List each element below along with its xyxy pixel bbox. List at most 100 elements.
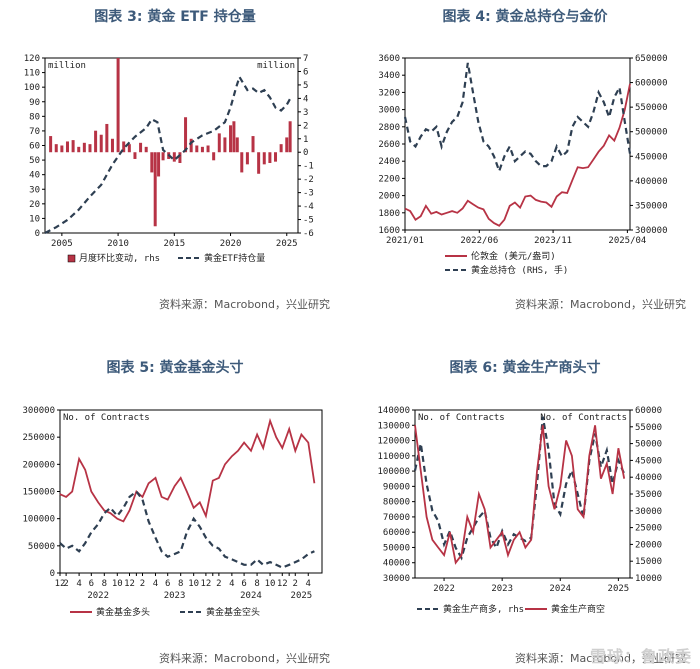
legend-label: 月度环比变动, rhs [79,252,160,264]
bar [288,121,292,153]
y-right-tick-label: 450000 [635,152,668,162]
y-left-tick-label: 120000 [377,437,410,447]
bar [77,146,81,153]
y-left-tick-label: 2400 [378,157,400,167]
y-left-tick-label: 200000 [22,460,55,470]
bar [105,123,109,153]
y-right-tick-label: 60000 [635,406,662,416]
y-left-tick-label: 110000 [377,452,410,462]
x-tick-label: 2 [63,579,68,589]
y-left-tick-label: 70000 [383,513,410,523]
y-left-tick-label: 1600 [378,226,400,236]
x-tick-label: 8 [178,579,183,589]
y-left-tick-label: 80 [29,112,40,122]
legend-label: 黄金总持仓 (RHS, 手) [471,264,568,276]
y-right-tick-label: 50000 [635,440,662,450]
chart4-title: 图表 4: 黄金总持仓与金价 [442,9,608,25]
y-left-tick-label: 30 [29,185,40,195]
y-right-tick-label: 25000 [635,524,662,534]
y-left-tick-label: 2800 [378,123,400,133]
y-right-tick-label: 30000 [635,507,662,517]
y-right-tick-label: 6 [303,67,308,77]
y-left-tick-label: 100000 [377,467,410,477]
x-tick-label: 2022/06 [460,236,498,246]
x-tick-label: 2 [293,579,298,589]
y-right-tick-label: 7 [303,54,308,64]
y-left-tick-label: 3400 [378,71,400,81]
bar [235,137,239,153]
x-tick-label: 4 [229,579,234,589]
bar [153,152,157,227]
bar [139,142,143,153]
y-left-tick-label: 70 [29,127,40,137]
x-tick-label: 8 [254,579,259,589]
bar [189,138,193,153]
chart5-title: 图表 5: 黄金基金头寸 [106,360,244,376]
y-left-tick-label: 50000 [383,543,410,553]
bar [251,136,255,153]
legend-label: 伦敦金 (美元/盎司) [471,250,556,262]
x-tick-label: 2 [216,579,221,589]
bar [172,152,176,162]
chart6-source: 资料来源：Macrobond，兴业研究 [515,652,686,665]
chart4: 1600 1800 2000 2200 2400 2600 2800 3000 3200 3400… [378,54,668,276]
x-tick-label: 2024 [549,584,571,594]
x-tick-label: 10 [265,579,276,589]
y-left-tick-label: 110 [24,69,40,79]
y-right-tick-label: 600000 [635,79,668,89]
bar [116,58,120,153]
chart6-title: 图表 6: 黄金生产商头寸 [449,360,601,376]
bar [60,145,64,153]
y-right-tick-label: 10000 [635,574,662,584]
series-line-2 [403,62,632,175]
y-right-tick-label: 20000 [635,540,662,550]
x-tick-label: 2 [140,579,145,589]
y-left-tick-label: 60 [29,142,40,152]
x-tick-label: 4 [153,579,158,589]
bar [178,152,182,163]
x-tick-label: 12 [55,579,66,589]
y-left-tick-label: 1800 [378,209,400,219]
chart3-title: 图表 3: 黄金 ETF 持仓量 [94,9,256,25]
y-left-tick-label: 3200 [378,88,400,98]
series-line-2 [414,425,626,565]
y-left-tick-label: 250000 [22,433,55,443]
x-tick-label: 6 [89,579,94,589]
legend-swatch [67,254,76,263]
bar [285,137,289,153]
y-left-tick-label: 0 [50,569,55,579]
plot-frame [59,409,323,574]
x-year-label: 2025 [291,591,313,601]
legend-label: 黄金基金多头 [96,606,150,618]
series-line-1 [404,83,631,227]
y-left-tick-label: 100 [24,83,40,93]
bar [49,136,53,153]
x-tick-label: 2025/04 [608,236,646,246]
y-right-tick-label: 300000 [635,226,668,236]
x-tick-label: 2023/11 [534,236,572,246]
y-right-tick-label: 0 [303,148,308,158]
bar [144,146,148,153]
bar [54,144,58,153]
x-year-label: 2023 [164,591,186,601]
y-left-tick-label: 3000 [378,106,400,116]
legend-label: 黄金生产商空 [551,603,605,615]
x-tick-label: 10 [112,579,123,589]
bar [257,152,261,174]
bar [232,121,236,153]
y-left-tick-label: 3600 [378,54,400,64]
x-tick-label: 2025 [276,239,298,249]
y-left-tick-label: 130000 [377,421,410,431]
bar [161,152,165,161]
x-tick-label: 2023 [491,584,513,594]
y-left-tick-label: 10 [29,214,40,224]
chart3: 0102030405060708090100110120-6-5-4-3-2-1… [24,54,314,264]
x-tick-label: 4 [306,579,311,589]
y-left-tick-label: 2200 [378,174,400,184]
bar [110,138,114,153]
x-year-label: 2024 [240,591,262,601]
y-right-tick-label: 2 [303,121,308,131]
y-left-tick-label: 20 [29,200,40,210]
bar [245,152,249,165]
